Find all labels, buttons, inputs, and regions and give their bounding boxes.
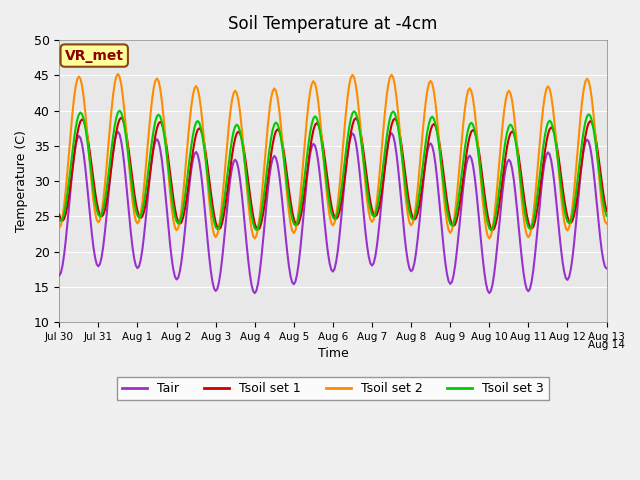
Tair bbox=[493, 241, 501, 247]
Tsoil set 1 bbox=[227, 165, 234, 171]
Tsoil set 1 bbox=[67, 180, 74, 186]
Y-axis label: Temperature (C): Temperature (C) bbox=[15, 130, 28, 232]
Tsoil set 3 bbox=[493, 201, 501, 207]
Tsoil set 2 bbox=[114, 71, 122, 77]
Tsoil set 3 bbox=[67, 164, 74, 169]
Tsoil set 2 bbox=[487, 233, 495, 239]
Tair bbox=[227, 176, 234, 182]
Tsoil set 2 bbox=[227, 109, 234, 115]
Tsoil set 1 bbox=[56, 212, 63, 217]
Tsoil set 2 bbox=[56, 225, 63, 231]
Line: Tair: Tair bbox=[60, 132, 607, 293]
Tsoil set 3 bbox=[474, 147, 482, 153]
Tair bbox=[251, 290, 259, 296]
Tsoil set 1 bbox=[358, 140, 366, 145]
Tsoil set 3 bbox=[486, 225, 493, 231]
Tair bbox=[114, 129, 122, 135]
Tsoil set 1 bbox=[486, 220, 493, 226]
Legend: Tair, Tsoil set 1, Tsoil set 2, Tsoil set 3: Tair, Tsoil set 1, Tsoil set 2, Tsoil se… bbox=[116, 377, 549, 400]
Tsoil set 2 bbox=[360, 164, 368, 170]
Title: Soil Temperature at -4cm: Soil Temperature at -4cm bbox=[228, 15, 438, 33]
Tsoil set 1 bbox=[603, 208, 611, 214]
Tair bbox=[360, 214, 368, 219]
Tsoil set 1 bbox=[117, 115, 125, 120]
Tsoil set 3 bbox=[227, 148, 234, 154]
Tsoil set 3 bbox=[358, 147, 366, 153]
Tsoil set 3 bbox=[487, 227, 495, 233]
Text: VR_met: VR_met bbox=[65, 48, 124, 62]
Tair bbox=[603, 265, 611, 271]
Tsoil set 2 bbox=[251, 236, 259, 241]
Tsoil set 3 bbox=[116, 108, 124, 114]
Tsoil set 2 bbox=[493, 181, 501, 187]
Tair bbox=[487, 288, 495, 294]
Tsoil set 1 bbox=[493, 213, 501, 219]
Tsoil set 2 bbox=[67, 130, 74, 135]
Tsoil set 3 bbox=[603, 213, 611, 219]
Tair bbox=[67, 185, 74, 191]
Text: Aug 14: Aug 14 bbox=[588, 339, 625, 349]
Line: Tsoil set 1: Tsoil set 1 bbox=[60, 118, 607, 230]
Tair bbox=[476, 222, 483, 228]
Line: Tsoil set 3: Tsoil set 3 bbox=[60, 111, 607, 230]
Tsoil set 1 bbox=[474, 142, 482, 148]
X-axis label: Time: Time bbox=[317, 347, 348, 360]
Tsoil set 2 bbox=[603, 221, 611, 227]
Tsoil set 2 bbox=[476, 161, 483, 167]
Tair bbox=[56, 273, 63, 278]
Line: Tsoil set 2: Tsoil set 2 bbox=[60, 74, 607, 239]
Tsoil set 1 bbox=[489, 227, 497, 233]
Tsoil set 3 bbox=[56, 216, 63, 222]
